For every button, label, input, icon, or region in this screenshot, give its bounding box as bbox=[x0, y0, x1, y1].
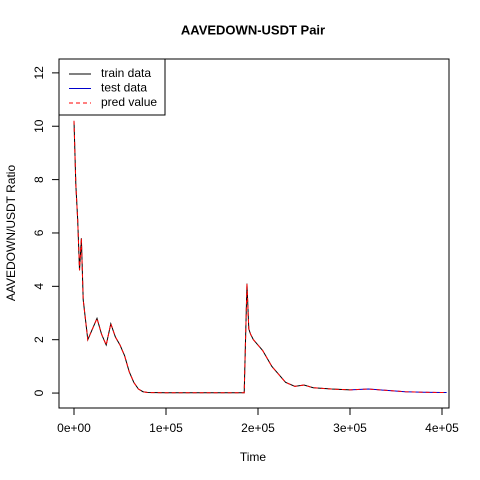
y-tick-label: 10 bbox=[32, 119, 46, 133]
x-tick-label: 3e+05 bbox=[333, 421, 367, 435]
y-tick-label: 12 bbox=[32, 66, 46, 80]
x-tick-label: 0e+00 bbox=[57, 421, 91, 435]
y-tick-label: 6 bbox=[32, 229, 46, 236]
y-tick-label: 8 bbox=[32, 176, 46, 183]
plot-frame bbox=[58, 58, 450, 409]
x-tick-label: 4e+05 bbox=[425, 421, 459, 435]
chart-title: AAVEDOWN-USDT Pair bbox=[181, 22, 325, 37]
legend-label: pred value bbox=[101, 95, 157, 109]
x-tick-label: 2e+05 bbox=[241, 421, 275, 435]
y-tick-label: 2 bbox=[32, 336, 46, 343]
y-tick-label: 0 bbox=[32, 389, 46, 396]
legend-label: test data bbox=[101, 81, 147, 95]
series-line bbox=[73, 120, 447, 394]
y-tick-label: 4 bbox=[32, 283, 46, 290]
legend-box bbox=[58, 58, 166, 116]
legend-label: train data bbox=[101, 66, 151, 80]
x-tick-label: 1e+05 bbox=[149, 421, 183, 435]
x-axis-label: Time bbox=[240, 450, 267, 464]
y-axis-label: AAVEDOWN/USDT Ratio bbox=[4, 165, 18, 302]
